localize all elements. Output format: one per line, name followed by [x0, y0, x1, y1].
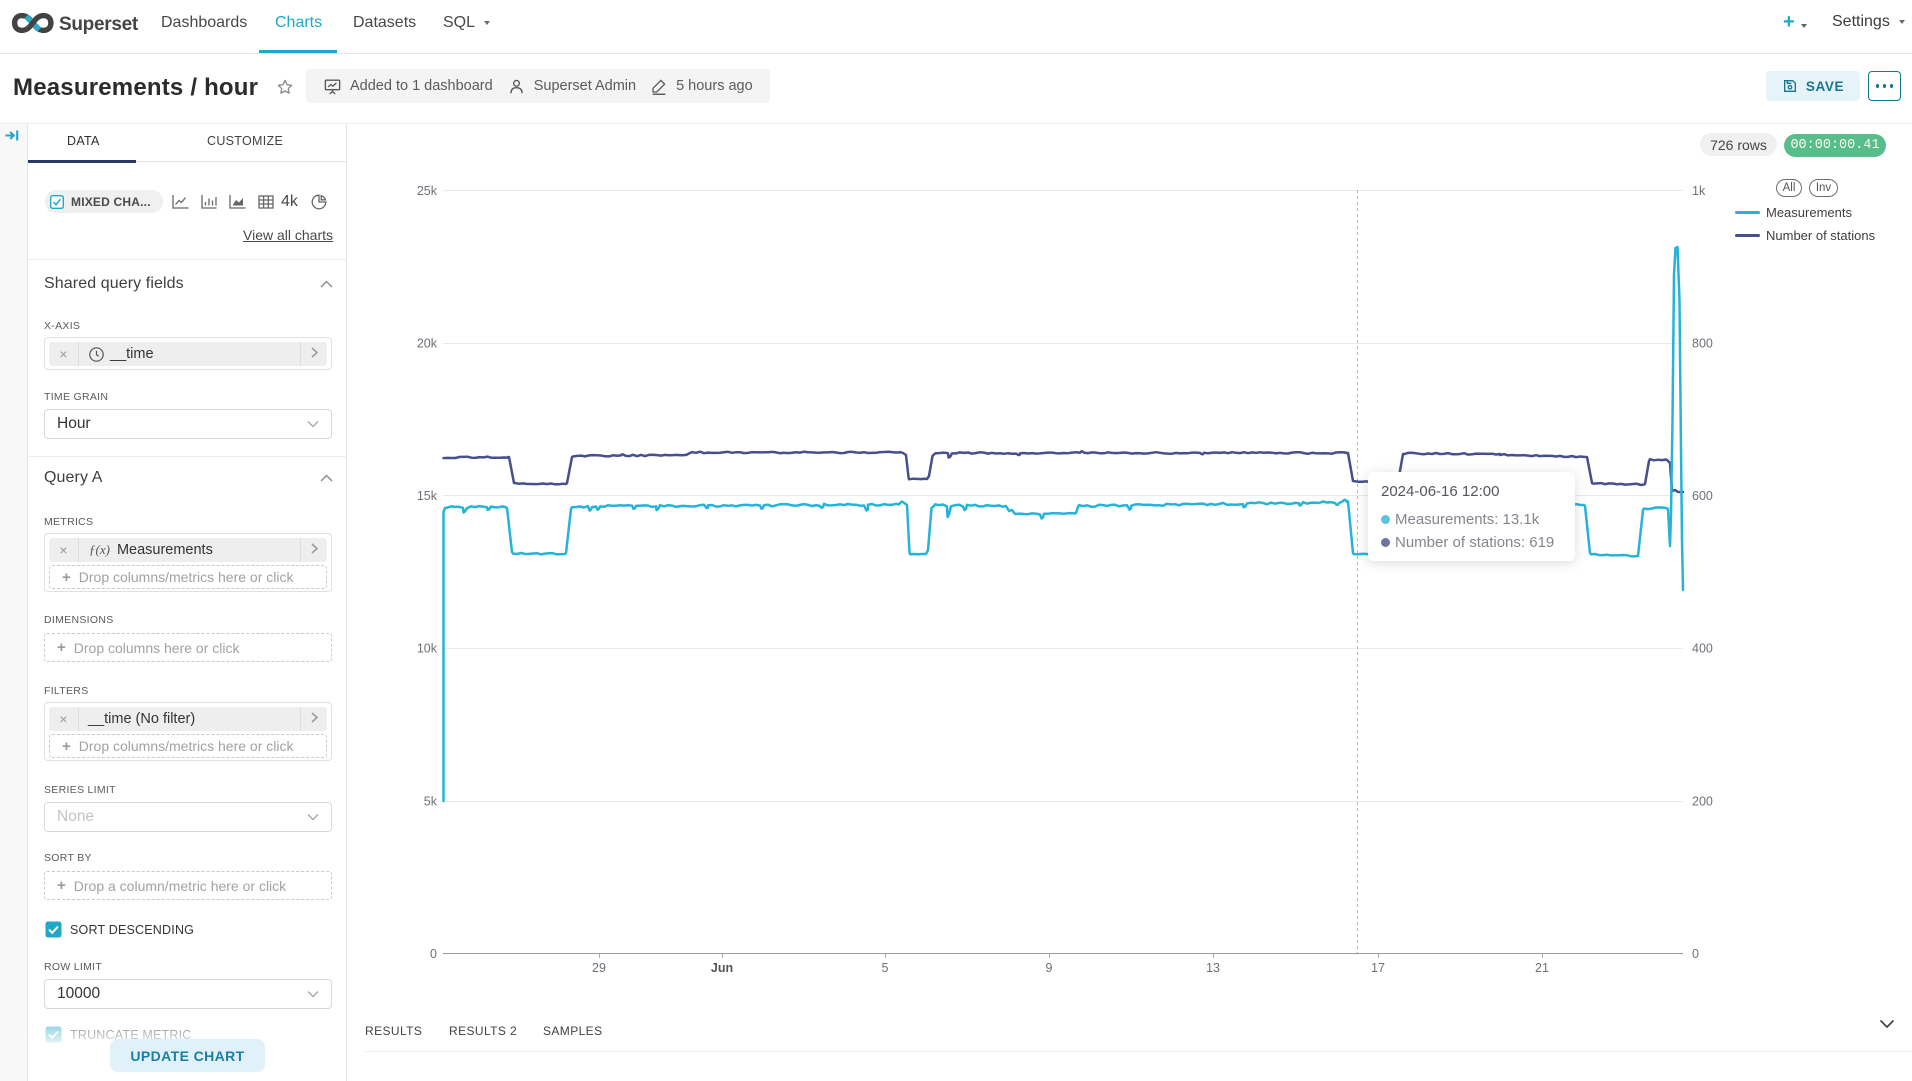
svg-text:25k: 25k [417, 184, 438, 198]
svg-text:400: 400 [1692, 642, 1713, 656]
svg-text:20k: 20k [417, 337, 438, 351]
svg-text:21: 21 [1535, 961, 1549, 975]
svg-text:13: 13 [1206, 961, 1220, 975]
svg-text:600: 600 [1692, 489, 1713, 503]
svg-text:10k: 10k [417, 642, 438, 656]
svg-text:0: 0 [430, 947, 437, 961]
svg-text:200: 200 [1692, 795, 1713, 809]
svg-text:29: 29 [592, 961, 606, 975]
svg-text:9: 9 [1046, 961, 1053, 975]
svg-text:5k: 5k [424, 795, 438, 809]
svg-text:15k: 15k [417, 489, 438, 503]
svg-text:Jun: Jun [711, 961, 733, 975]
svg-text:0: 0 [1692, 947, 1699, 961]
svg-text:800: 800 [1692, 337, 1713, 351]
svg-text:1k: 1k [1692, 184, 1706, 198]
svg-text:5: 5 [882, 961, 889, 975]
svg-text:17: 17 [1371, 961, 1385, 975]
